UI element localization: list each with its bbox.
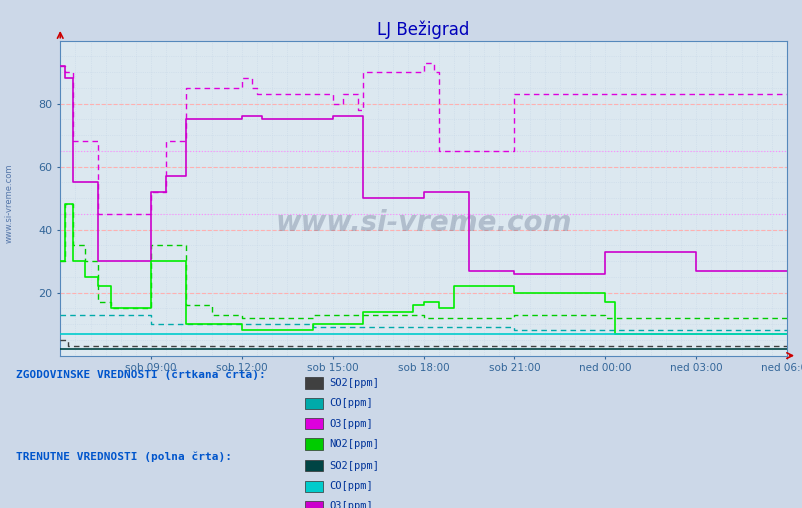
- Text: O3[ppm]: O3[ppm]: [329, 501, 372, 508]
- Text: CO[ppm]: CO[ppm]: [329, 481, 372, 491]
- Text: CO[ppm]: CO[ppm]: [329, 398, 372, 408]
- Text: ZGODOVINSKE VREDNOSTI (črtkana črta):: ZGODOVINSKE VREDNOSTI (črtkana črta):: [16, 370, 265, 380]
- Text: www.si-vreme.com: www.si-vreme.com: [5, 164, 14, 243]
- Title: LJ Bežigrad: LJ Bežigrad: [377, 21, 469, 39]
- Text: SO2[ppm]: SO2[ppm]: [329, 461, 379, 471]
- Text: TRENUTNE VREDNOSTI (polna črta):: TRENUTNE VREDNOSTI (polna črta):: [16, 451, 232, 462]
- Text: NO2[ppm]: NO2[ppm]: [329, 439, 379, 449]
- Text: SO2[ppm]: SO2[ppm]: [329, 378, 379, 388]
- Text: O3[ppm]: O3[ppm]: [329, 419, 372, 429]
- Text: www.si-vreme.com: www.si-vreme.com: [275, 209, 571, 237]
